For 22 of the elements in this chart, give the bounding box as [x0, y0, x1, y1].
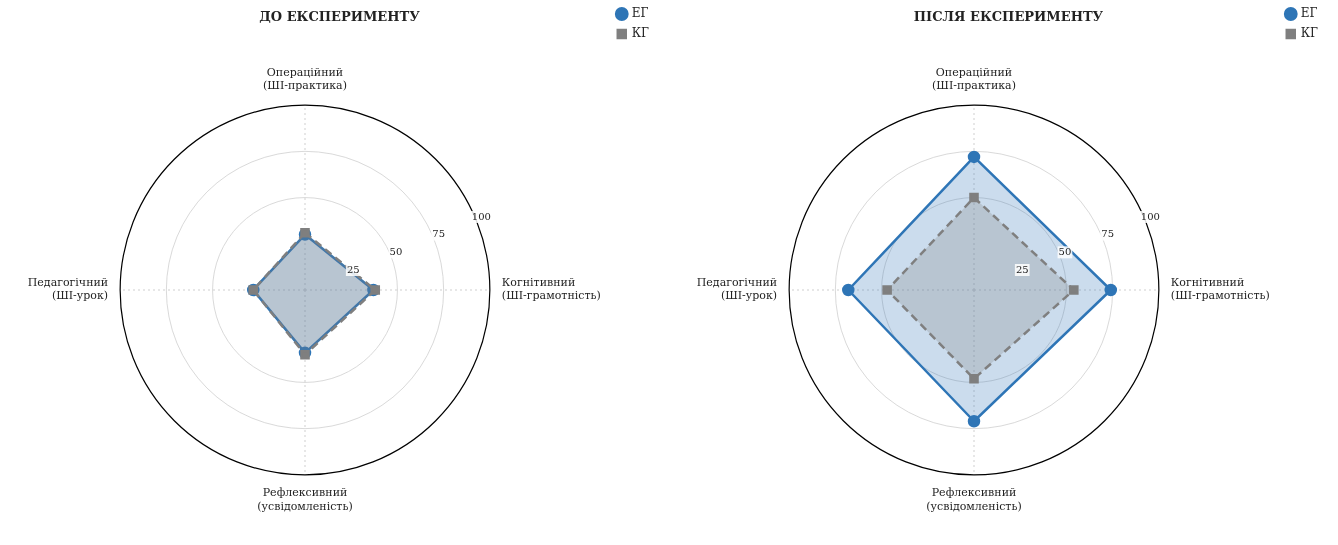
y-tick-label: 50 [1058, 245, 1072, 257]
y-tick-label: 75 [432, 228, 445, 240]
legend-label: КГ [1300, 26, 1319, 41]
spoke-label: Когнітивний (ШІ-грамотність) [1170, 276, 1270, 303]
y-tick-label: 100 [1140, 210, 1160, 222]
y-tick-label: 75 [1101, 228, 1114, 240]
legend-label: ЕГ [631, 6, 649, 21]
y-tick-label: 100 [471, 210, 491, 222]
spoke-label: Рефлексивний (усвідомленість) [257, 486, 353, 513]
spoke-label: Педагогічний (ШІ-урок) [27, 276, 109, 303]
y-tick-label: 25 [346, 263, 360, 275]
chart-title: ПІСЛЯ ЕКСПЕРИМЕНТУ [913, 9, 1104, 25]
y-tick-label: 25 [1015, 263, 1029, 275]
spoke-label: Когнітивний (ШІ-грамотність) [501, 276, 601, 303]
y-tick-label: 50 [389, 245, 403, 257]
spoke-label: Операційний (ШІ-практика) [263, 66, 347, 93]
spoke-label: Педагогічний (ШІ-урок) [696, 276, 778, 303]
spoke-label: Рефлексивний (усвідомленість) [926, 486, 1022, 513]
legend-label: КГ [631, 26, 650, 41]
spoke-label: Операційний (ШІ-практика) [932, 66, 1016, 93]
legend-label: ЕГ [1300, 6, 1318, 21]
chart-title: ДО ЕКСПЕРИМЕНТУ [259, 9, 421, 25]
